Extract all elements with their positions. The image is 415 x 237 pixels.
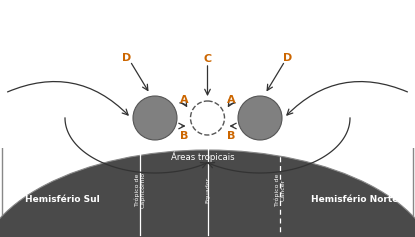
- Text: Áreas tropicais: Áreas tropicais: [171, 152, 234, 163]
- Bar: [0, 0, 415, 148]
- Text: B: B: [180, 131, 188, 141]
- Ellipse shape: [0, 150, 415, 237]
- Text: A CIRCULAÇÃO ATMOSFÉRICA SIMPLIFICADA: A CIRCULAÇÃO ATMOSFÉRICA SIMPLIFICADA: [60, 11, 355, 26]
- Text: D: D: [122, 53, 132, 63]
- Text: Hemisfério Norte: Hemisfério Norte: [311, 196, 399, 205]
- Circle shape: [133, 96, 177, 140]
- Text: C: C: [203, 54, 212, 64]
- Text: A: A: [227, 95, 236, 105]
- Text: B: B: [227, 131, 235, 141]
- Text: Hemisfério Sul: Hemisfério Sul: [24, 196, 99, 205]
- Text: Trópico de
Capricórnio: Trópico de Capricórnio: [134, 172, 146, 208]
- Circle shape: [238, 96, 282, 140]
- Text: Trópico de
Câncer: Trópico de Câncer: [274, 174, 286, 206]
- Text: A: A: [179, 95, 188, 105]
- Text: Equador: Equador: [205, 177, 210, 203]
- Circle shape: [190, 101, 225, 135]
- Text: D: D: [283, 53, 293, 63]
